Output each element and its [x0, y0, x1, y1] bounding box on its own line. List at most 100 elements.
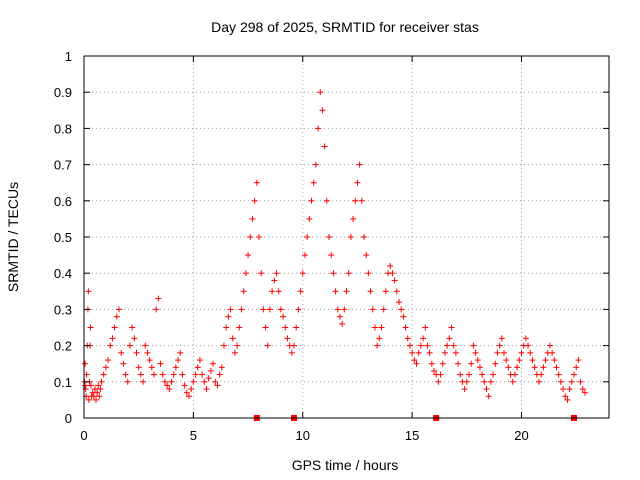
- data-point: [90, 393, 97, 400]
- axis-ticks: [83, 55, 609, 419]
- data-point: [214, 382, 221, 389]
- data-point: [229, 335, 236, 342]
- data-point: [389, 270, 396, 277]
- data-point: [560, 386, 567, 393]
- data-point: [409, 349, 416, 356]
- data-point: [417, 342, 424, 349]
- y-tick-label: 0.4: [54, 266, 72, 281]
- data-point: [87, 324, 94, 331]
- data-point: [95, 382, 102, 389]
- data-point: [308, 197, 315, 204]
- data-point: [483, 386, 490, 393]
- data-point: [247, 234, 254, 240]
- data-point: [97, 386, 104, 393]
- data-point: [91, 386, 98, 393]
- data-point: [321, 143, 328, 150]
- x-tick-label: 5: [190, 428, 197, 443]
- data-point: [258, 270, 265, 277]
- data-point: [481, 378, 488, 385]
- data-point: [131, 335, 138, 342]
- data-point: [435, 378, 442, 385]
- data-point: [441, 349, 448, 356]
- data-point: [564, 396, 571, 403]
- data-point: [509, 378, 516, 385]
- data-point: [301, 252, 308, 259]
- data-point: [562, 393, 569, 400]
- data-point: [396, 299, 402, 306]
- data-point: [126, 342, 133, 349]
- data-point: [527, 349, 534, 356]
- data-point: [253, 179, 260, 186]
- data-point: [450, 342, 457, 349]
- data-point: [330, 270, 337, 277]
- data-point: [334, 306, 341, 313]
- data-point: [404, 335, 411, 342]
- data-point: [181, 382, 188, 389]
- data-point: [236, 324, 243, 331]
- data-point: [183, 389, 190, 396]
- data-point: [575, 357, 582, 364]
- data-point: [319, 107, 326, 114]
- data-point: [420, 335, 427, 342]
- data-point: [175, 357, 182, 364]
- data-point: [457, 371, 464, 378]
- data-point: [238, 306, 245, 313]
- data-point: [251, 197, 258, 204]
- data-point: [201, 378, 208, 385]
- data-point: [448, 324, 455, 331]
- data-point: [571, 371, 577, 378]
- data-point: [221, 342, 227, 349]
- y-axis-label: SRMTID / TECUs: [5, 182, 21, 292]
- data-point: [199, 371, 206, 378]
- data-point: [514, 364, 521, 371]
- data-point: [400, 313, 407, 320]
- data-point: [492, 360, 499, 367]
- data-point: [256, 234, 262, 240]
- data-point: [96, 393, 103, 400]
- data-point: [109, 335, 116, 342]
- data-point: [472, 349, 479, 356]
- data-point: [299, 270, 306, 277]
- data-point: [153, 306, 160, 313]
- data-point: [476, 364, 483, 371]
- data-point: [266, 306, 273, 313]
- data-point: [479, 371, 486, 378]
- data-point: [529, 357, 536, 364]
- data-point: [102, 364, 109, 371]
- data-point: [107, 342, 114, 349]
- data-point: [284, 335, 291, 342]
- data-point: [135, 364, 142, 371]
- data-point: [216, 371, 223, 378]
- data-point: [350, 215, 357, 222]
- data-point: [245, 252, 252, 259]
- data-point: [503, 357, 510, 364]
- data-point: [277, 306, 284, 313]
- data-point: [382, 288, 389, 295]
- data-point: [166, 386, 173, 393]
- data-point: [446, 335, 453, 342]
- y-tick-label: 0.1: [54, 375, 72, 390]
- data-point: [555, 371, 562, 378]
- x-tick-label: 15: [405, 428, 419, 443]
- data-point: [161, 378, 168, 385]
- data-point: [424, 342, 431, 349]
- data-point: [94, 389, 101, 396]
- data-point: [470, 342, 477, 349]
- data-point: [260, 306, 267, 313]
- data-point: [93, 396, 100, 403]
- data-point: [105, 357, 112, 364]
- data-point: [546, 342, 553, 349]
- data-point: [144, 349, 151, 356]
- y-tick-labels: 0 0.1 0.2 0.3 0.4 0.5 0.6 0.7 0.8 0.9 1: [54, 49, 72, 426]
- data-point: [124, 378, 131, 385]
- data-point: [212, 378, 219, 385]
- data-point: [194, 364, 201, 371]
- data-point: [129, 324, 136, 331]
- data-point: [111, 324, 118, 331]
- data-point: [371, 324, 378, 331]
- y-tick-label: 0: [65, 411, 72, 426]
- data-point: [573, 364, 580, 371]
- data-point: [553, 364, 560, 371]
- data-point: [376, 335, 383, 342]
- data-point: [551, 357, 558, 364]
